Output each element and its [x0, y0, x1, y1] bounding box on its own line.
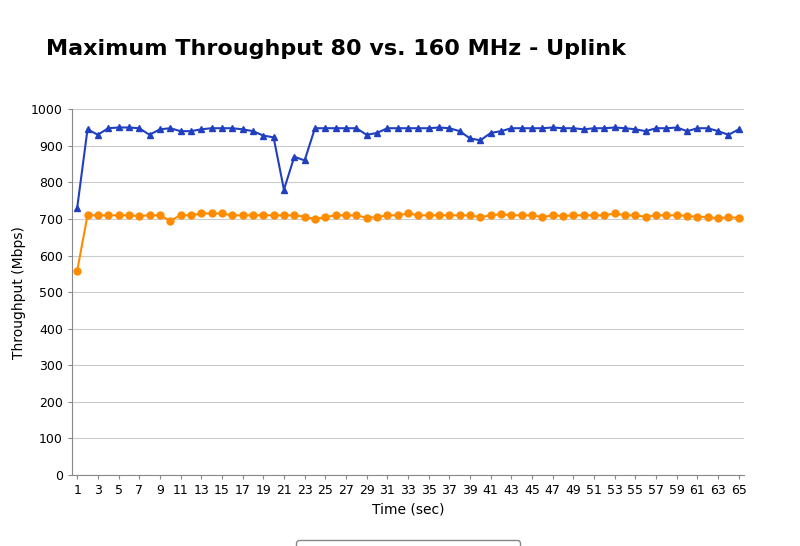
160 MHz: [734, 126, 744, 133]
Y-axis label: Throughput (Mbps): Throughput (Mbps): [11, 225, 26, 359]
160 MHz: [279, 186, 289, 193]
160 MHz: [424, 125, 434, 132]
160 MHz: [362, 132, 371, 138]
Text: Maximum Throughput 80 vs. 160 MHz - Uplink: Maximum Throughput 80 vs. 160 MHz - Upli…: [46, 39, 626, 59]
80 MHz: [424, 212, 434, 218]
80 MHz: [197, 210, 206, 217]
80 MHz: [714, 215, 723, 222]
X-axis label: Time (sec): Time (sec): [372, 503, 444, 517]
160 MHz: [651, 125, 661, 132]
80 MHz: [734, 215, 744, 221]
80 MHz: [72, 268, 82, 274]
80 MHz: [238, 212, 247, 218]
80 MHz: [279, 212, 289, 218]
80 MHz: [362, 215, 371, 221]
Line: 80 MHz: 80 MHz: [74, 210, 742, 274]
160 MHz: [72, 205, 82, 211]
Legend: 160 MHz, 80 MHz: 160 MHz, 80 MHz: [296, 541, 520, 546]
80 MHz: [651, 212, 661, 218]
160 MHz: [114, 124, 123, 130]
Line: 160 MHz: 160 MHz: [74, 124, 742, 211]
160 MHz: [238, 126, 247, 133]
160 MHz: [714, 128, 723, 134]
